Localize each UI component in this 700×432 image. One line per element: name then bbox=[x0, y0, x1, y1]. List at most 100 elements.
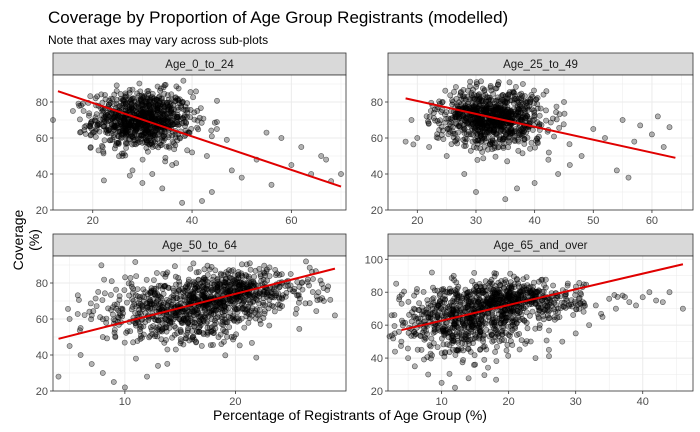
data-point bbox=[440, 136, 447, 142]
data-point bbox=[459, 297, 466, 304]
data-point bbox=[185, 276, 192, 283]
data-point bbox=[559, 338, 566, 345]
data-point bbox=[613, 305, 619, 312]
data-point bbox=[113, 100, 120, 107]
data-point bbox=[253, 288, 260, 295]
data-point bbox=[256, 265, 263, 272]
data-point bbox=[76, 297, 82, 303]
data-point bbox=[295, 292, 302, 299]
data-point bbox=[162, 320, 169, 327]
data-point bbox=[477, 328, 484, 335]
data-point bbox=[135, 300, 142, 307]
data-point bbox=[266, 322, 273, 329]
data-point bbox=[471, 269, 478, 276]
data-point bbox=[425, 371, 432, 378]
data-point bbox=[236, 342, 243, 349]
facet-strip-label: Age_25_to_49 bbox=[503, 59, 578, 71]
y-axis-label: Coverage (%) bbox=[10, 209, 42, 271]
data-point bbox=[573, 306, 580, 313]
data-point bbox=[494, 97, 501, 103]
data-point bbox=[248, 312, 255, 319]
data-point bbox=[320, 298, 327, 304]
data-point bbox=[168, 106, 175, 113]
data-point bbox=[492, 153, 499, 160]
data-point bbox=[461, 143, 467, 149]
data-point bbox=[416, 300, 422, 306]
data-point bbox=[505, 290, 512, 297]
data-point bbox=[513, 84, 519, 90]
data-point bbox=[287, 271, 294, 277]
data-point bbox=[529, 106, 535, 113]
facet-strip-label: Age_65_and_over bbox=[494, 240, 588, 252]
data-point bbox=[659, 299, 666, 305]
data-point bbox=[529, 94, 536, 100]
data-point bbox=[278, 135, 285, 141]
data-point bbox=[411, 313, 418, 320]
data-point bbox=[626, 299, 633, 305]
data-point bbox=[646, 289, 653, 296]
y-tick-label: 80 bbox=[371, 287, 383, 299]
data-point bbox=[532, 325, 539, 332]
data-point bbox=[452, 84, 459, 90]
data-point bbox=[446, 289, 453, 296]
data-point bbox=[391, 323, 398, 329]
data-point bbox=[516, 346, 523, 353]
data-point bbox=[465, 119, 472, 126]
data-point bbox=[493, 131, 500, 138]
data-point bbox=[86, 110, 93, 117]
data-point bbox=[221, 303, 228, 310]
data-point bbox=[654, 113, 661, 120]
data-point bbox=[269, 302, 276, 309]
data-point bbox=[524, 325, 531, 332]
data-point bbox=[465, 375, 472, 382]
data-point bbox=[458, 345, 465, 352]
data-point bbox=[577, 290, 584, 296]
data-point bbox=[146, 298, 153, 305]
data-point bbox=[198, 342, 205, 349]
data-point bbox=[463, 136, 470, 142]
data-point bbox=[534, 105, 541, 112]
data-point bbox=[564, 282, 571, 289]
data-point bbox=[476, 333, 482, 340]
chart-title: Coverage by Proportion of Age Group Regi… bbox=[48, 8, 509, 27]
data-point bbox=[455, 129, 462, 136]
data-point bbox=[107, 137, 114, 144]
data-point bbox=[171, 146, 178, 153]
data-point bbox=[511, 137, 518, 143]
data-point bbox=[101, 177, 107, 184]
data-point bbox=[131, 98, 138, 105]
data-point bbox=[158, 316, 165, 323]
data-point bbox=[413, 289, 420, 296]
data-point bbox=[232, 284, 239, 290]
data-point bbox=[193, 88, 199, 95]
data-point bbox=[92, 117, 98, 124]
data-point bbox=[490, 119, 497, 126]
data-point bbox=[87, 300, 94, 307]
data-point bbox=[169, 162, 176, 168]
data-point bbox=[423, 309, 430, 316]
data-point bbox=[477, 346, 484, 353]
data-point bbox=[189, 149, 195, 156]
data-point bbox=[108, 291, 114, 298]
data-point bbox=[507, 329, 514, 336]
data-point bbox=[171, 323, 178, 330]
data-point bbox=[110, 311, 116, 318]
data-point bbox=[490, 337, 497, 344]
data-point bbox=[165, 143, 172, 150]
data-point bbox=[514, 185, 520, 192]
data-point bbox=[408, 318, 415, 325]
data-point bbox=[143, 103, 150, 109]
data-point bbox=[235, 272, 241, 278]
data-point bbox=[125, 107, 132, 113]
data-point bbox=[296, 325, 303, 332]
data-point bbox=[298, 144, 305, 150]
y-tick-label: 20 bbox=[36, 386, 48, 398]
data-point bbox=[230, 336, 236, 343]
data-point bbox=[195, 126, 202, 133]
data-point bbox=[553, 116, 560, 123]
data-point bbox=[475, 92, 482, 99]
data-point bbox=[139, 139, 146, 146]
data-point bbox=[556, 314, 563, 320]
data-point bbox=[481, 88, 488, 94]
